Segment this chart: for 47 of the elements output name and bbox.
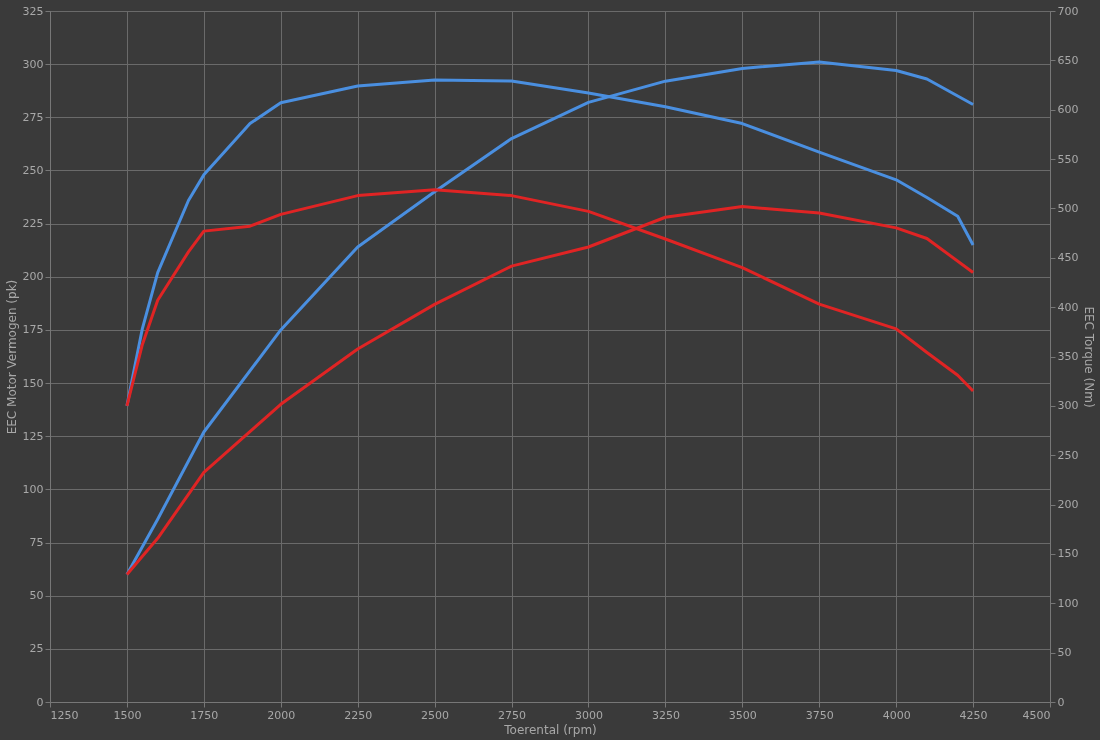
x-tick-label: 3000 [574, 708, 603, 722]
y-tick-label: 25 [29, 642, 44, 656]
x-tick-label: 1500 [113, 708, 142, 722]
y-tick-label: 325 [22, 4, 44, 18]
x-tick-label: 1750 [190, 708, 219, 722]
x-tick-label: 3750 [805, 708, 834, 722]
x-tick-label: 3500 [728, 708, 757, 722]
y2-tick-label: 150 [1057, 547, 1079, 561]
y-tick-label: 100 [22, 482, 44, 496]
y2-tick-label: 50 [1057, 646, 1072, 660]
y2-tick-label: 300 [1057, 399, 1079, 413]
line-series [125, 60, 975, 576]
y2-tick-label: 550 [1057, 152, 1079, 166]
x-tick-label: 2250 [344, 708, 373, 722]
x-tick-label: 4250 [959, 708, 988, 722]
x-tick-label: 3250 [651, 708, 680, 722]
y-tick-label: 125 [22, 429, 44, 443]
y-tick-label: 150 [22, 376, 44, 390]
y2-tick-label: 350 [1057, 350, 1079, 363]
y2-tick-label: 200 [1057, 498, 1079, 512]
y2-tick-label: 0 [1057, 695, 1065, 709]
y-tick-label: 175 [22, 323, 44, 337]
y2-tick-label: 650 [1057, 53, 1079, 67]
x-tick-label: 4500 [1022, 708, 1051, 722]
x-tick-label: 2750 [498, 708, 527, 722]
x-axis-title: Toerental (rpm) [503, 722, 597, 737]
x-tick-label: 2500 [421, 708, 450, 722]
y-tick-label: 300 [22, 57, 44, 71]
y2-tick-label: 450 [1057, 251, 1079, 265]
y-tick-label: 275 [22, 110, 44, 124]
y-tick-label: 200 [22, 270, 44, 284]
x-tick-label: 2000 [267, 708, 296, 722]
x-tick-label: 4000 [882, 708, 911, 722]
y-axis-title: EEC Motor Vermogen (pk) [4, 279, 19, 435]
y2-tick-label: 600 [1057, 103, 1079, 117]
y2-axis-title: EEC Torque (Nm) [1082, 306, 1097, 408]
y-tick-label: 0 [36, 695, 44, 709]
y2-tick-label: 500 [1057, 201, 1079, 215]
y2-tick-label: 100 [1057, 596, 1079, 610]
y-tick-label: 225 [22, 217, 44, 231]
y-tick-label: 75 [29, 536, 44, 550]
y-tick-label: 250 [22, 163, 44, 177]
y2-tick-label: 400 [1057, 300, 1079, 314]
y2-tick-label: 700 [1057, 4, 1079, 18]
y-tick-label: 50 [29, 589, 44, 603]
y2-tick-label: 250 [1057, 448, 1079, 462]
x-tick-label: 1250 [50, 708, 79, 722]
